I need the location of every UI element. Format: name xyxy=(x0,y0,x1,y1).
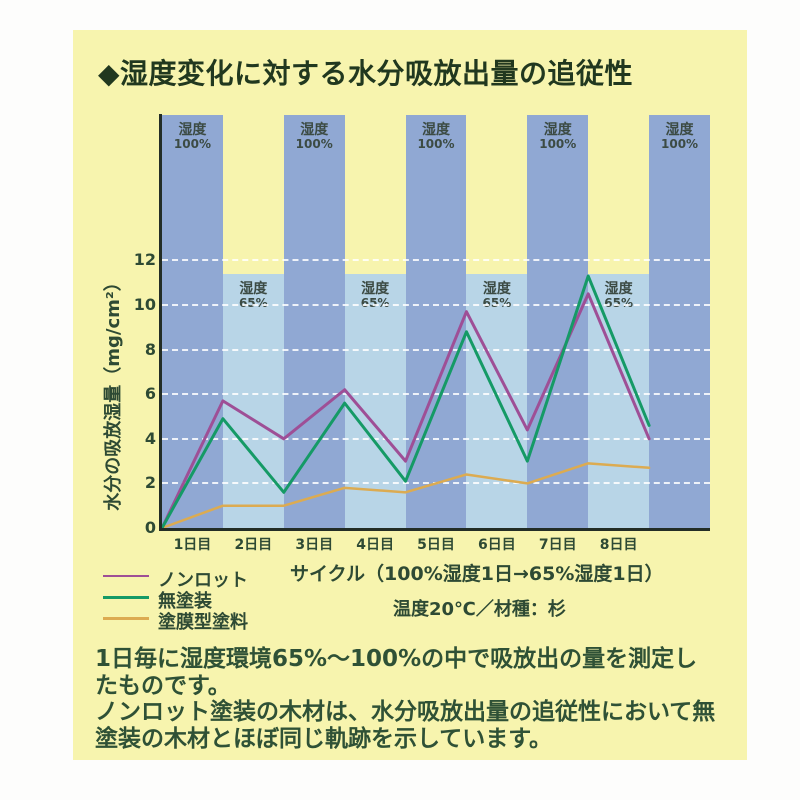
x-day-label-6: 6日目 xyxy=(478,537,516,553)
humidity-band-100%: 湿度 100% xyxy=(283,115,345,528)
x-axis-line xyxy=(159,528,710,531)
humidity-band-100%: 湿度 100% xyxy=(649,115,710,528)
y-tick-10: 10 xyxy=(133,295,156,314)
page-title: ◆湿度変化に対する水分吸放出量の追従性 xyxy=(98,57,634,90)
x-day-label-8: 8日目 xyxy=(599,537,638,553)
legend-label: 無塗装 xyxy=(158,591,212,612)
legend-swatch xyxy=(103,575,149,577)
series-line-塗膜型塗料 xyxy=(160,462,651,530)
humidity-band-label: 湿度 65% xyxy=(238,280,268,310)
gridline-6 xyxy=(162,393,710,396)
x-day-label-7: 7日目 xyxy=(538,537,577,553)
cycle-caption: サイクル（100%湿度1日→65%湿度1日） xyxy=(290,563,664,585)
series-lines xyxy=(160,274,651,530)
y-tick-0: 0 xyxy=(144,518,156,537)
gridline-10 xyxy=(162,304,710,306)
humidity-band-label: 湿度 100% xyxy=(417,122,455,152)
humidity-band-100%: 湿度 100% xyxy=(527,115,589,528)
legend-item-ノンロット: ノンロット xyxy=(103,566,333,591)
legend-swatch xyxy=(103,596,149,599)
condition-caption: 温度20℃／材種：杉 xyxy=(393,599,566,620)
y-tick-12: 12 xyxy=(133,250,156,270)
footer-paragraph-2: ノンロット塗装の木材は、水分吸放出量の追従性において無塗装の木材とほぼ同じ軌跡を… xyxy=(95,699,716,753)
humidity-band-label: 湿度 65% xyxy=(604,280,634,310)
humidity-band-100%: 湿度 100% xyxy=(405,115,467,528)
humidity-band-label: 湿度 100% xyxy=(539,122,577,152)
y-axis-line xyxy=(159,114,162,531)
legend-swatch xyxy=(103,617,149,620)
x-day-label-5: 5日目 xyxy=(417,537,455,553)
humidity-band-label: 湿度 65% xyxy=(482,280,512,310)
legend-label: 塗膜型塗料 xyxy=(158,612,248,633)
gridline-4 xyxy=(162,437,710,440)
y-tick-6: 6 xyxy=(144,384,156,404)
footer-paragraph-1: 1日毎に湿度環境65%～100%の中で吸放出の量を測定したものです。 xyxy=(95,646,698,699)
x-day-label-2: 2日目 xyxy=(234,537,273,553)
humidity-band-label: 湿度 100% xyxy=(661,122,699,152)
gridline-12 xyxy=(162,259,710,262)
chart-legend: ノンロット 無塗装 塗膜型塗料 xyxy=(103,566,333,633)
y-tick-8: 8 xyxy=(144,339,156,359)
series-line-無塗装 xyxy=(160,274,651,530)
plot-area: 湿度 100% 湿度 65% 湿度 100% 湿度 65% 湿度 100% 湿度 65% 湿度 100% 湿… xyxy=(160,115,710,553)
gridline-8 xyxy=(162,348,710,351)
x-day-label-1: 1日目 xyxy=(173,537,212,553)
x-day-label-3: 3日目 xyxy=(295,537,334,553)
footer-text: 1日毎に湿度環境65%～100%の中で吸放出の量を測定したものです。 ノンロット… xyxy=(95,646,717,753)
y-tick-2: 2 xyxy=(144,473,156,493)
humidity-band-65%: 湿度 65% xyxy=(222,273,284,528)
humidity-band-label: 湿度 100% xyxy=(173,122,211,152)
x-day-label-4: 4日目 xyxy=(356,537,394,553)
humidity-band-label: 湿度 100% xyxy=(295,122,333,152)
legend-item-塗膜型塗料: 塗膜型塗料 xyxy=(103,608,333,633)
legend-label: ノンロット xyxy=(158,570,248,591)
humidity-band-65%: 湿度 65% xyxy=(466,273,528,528)
legend-item-無塗装: 無塗装 xyxy=(103,587,333,612)
humidity-band-100%: 湿度 100% xyxy=(162,115,223,528)
humidity-band-label: 湿度 65% xyxy=(360,280,390,310)
y-tick-4: 4 xyxy=(144,428,156,448)
